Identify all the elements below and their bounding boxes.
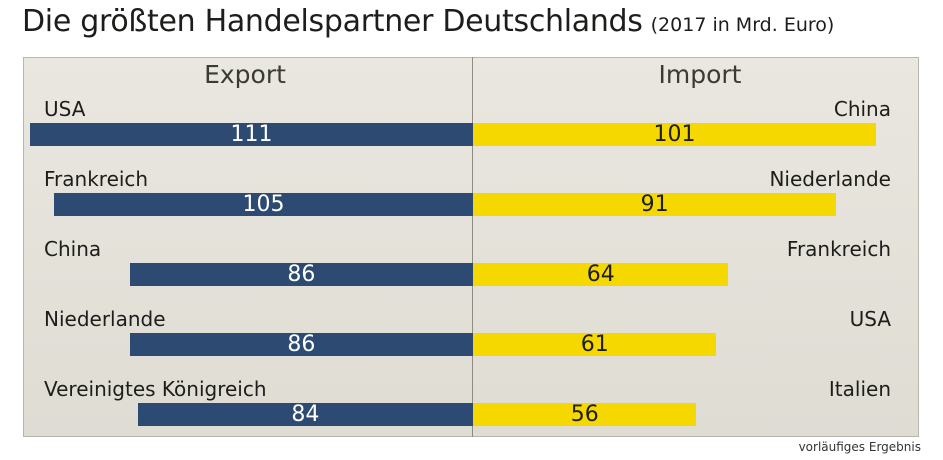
export-bar <box>129 263 473 286</box>
import-bar <box>473 193 837 216</box>
import-category-label: Niederlande <box>769 167 891 191</box>
import-value-label: 61 <box>580 332 609 357</box>
import-category-label: Italien <box>828 377 891 401</box>
import-column-header: Import <box>658 60 742 89</box>
export-category-label: Niederlande <box>44 307 166 331</box>
import-value-label: 91 <box>640 192 669 217</box>
import-category-label: Frankreich <box>786 237 891 261</box>
chart-title-row: Die größten Handelspartner Deutschlands (… <box>22 4 937 48</box>
import-category-label: China <box>833 97 891 121</box>
export-category-label: Vereinigtes Königreich <box>44 377 267 401</box>
import-bar <box>473 263 729 286</box>
import-value-label: 101 <box>653 122 696 147</box>
footnote: vorläufiges Ergebnis <box>798 440 921 454</box>
chart-subtitle: (2017 in Mrd. Euro) <box>650 14 835 36</box>
import-bar <box>473 403 697 426</box>
export-category-label: China <box>44 237 102 261</box>
export-bar <box>129 333 473 356</box>
import-category-label: USA <box>849 307 891 331</box>
export-value-label: 86 <box>287 262 316 287</box>
export-value-label: 105 <box>242 192 285 217</box>
export-bar <box>53 193 473 216</box>
export-category-label: Frankreich <box>44 167 149 191</box>
chart-title: Die größten Handelspartner Deutschlands <box>22 4 643 39</box>
export-bar <box>137 403 473 426</box>
import-bar <box>473 123 877 146</box>
import-value-label: 56 <box>570 402 599 427</box>
export-category-label: USA <box>44 97 86 121</box>
export-value-label: 84 <box>291 402 320 427</box>
export-value-label: 111 <box>230 122 273 147</box>
chart-panel <box>23 57 919 437</box>
import-value-label: 64 <box>586 262 615 287</box>
center-divider <box>472 57 473 437</box>
export-bar <box>30 123 473 146</box>
import-bar <box>473 333 717 356</box>
export-value-label: 86 <box>287 332 316 357</box>
export-column-header: Export <box>204 60 286 89</box>
